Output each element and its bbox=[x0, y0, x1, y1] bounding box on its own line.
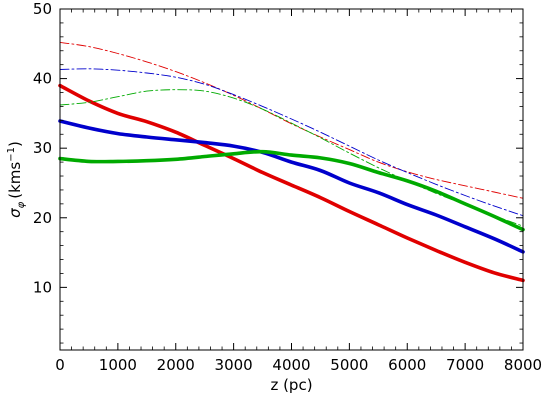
y-axis-title-exponent: −1 bbox=[6, 147, 17, 162]
x-tick-label: 1000 bbox=[99, 356, 137, 374]
series-line-5 bbox=[59, 68, 524, 217]
x-axis-title: z (pc) bbox=[270, 376, 312, 394]
y-tick-label: 40 bbox=[33, 70, 52, 88]
y-tick-label: 10 bbox=[33, 278, 52, 296]
ticks-layer: 0 1000 2000 3000 4000 5000 6000 7000 8000 10 20 30 4… bbox=[33, 0, 542, 374]
y-tick-label: 20 bbox=[33, 209, 52, 227]
x-tick-label: 7000 bbox=[446, 356, 484, 374]
x-tick-label: 5000 bbox=[330, 356, 368, 374]
series-line-4 bbox=[59, 41, 524, 199]
x-tick-label: 4000 bbox=[272, 356, 310, 374]
series-line-1 bbox=[58, 83, 525, 283]
y-tick-label: 50 bbox=[33, 0, 52, 18]
y-axis-title-symbol: σ bbox=[6, 208, 24, 218]
y-axis-title: σφ (kms−1) bbox=[6, 141, 27, 218]
x-tick-label: 3000 bbox=[215, 356, 253, 374]
y-tick-label: 30 bbox=[33, 139, 52, 157]
y-axis-title-unit: (kms bbox=[6, 162, 24, 199]
series-line-6 bbox=[59, 89, 524, 227]
series-layer bbox=[58, 41, 525, 283]
y-axis-title-close: ) bbox=[6, 141, 24, 147]
x-tick-label: 6000 bbox=[388, 356, 426, 374]
y-axis-title-subscript: φ bbox=[16, 201, 27, 208]
series-line-3 bbox=[58, 149, 525, 232]
x-tick-label: 2000 bbox=[157, 356, 195, 374]
x-tick-label: 8000 bbox=[504, 356, 542, 374]
plot-frame bbox=[59, 8, 524, 351]
x-tick-label: 0 bbox=[55, 356, 65, 374]
series-line-2 bbox=[58, 119, 525, 254]
